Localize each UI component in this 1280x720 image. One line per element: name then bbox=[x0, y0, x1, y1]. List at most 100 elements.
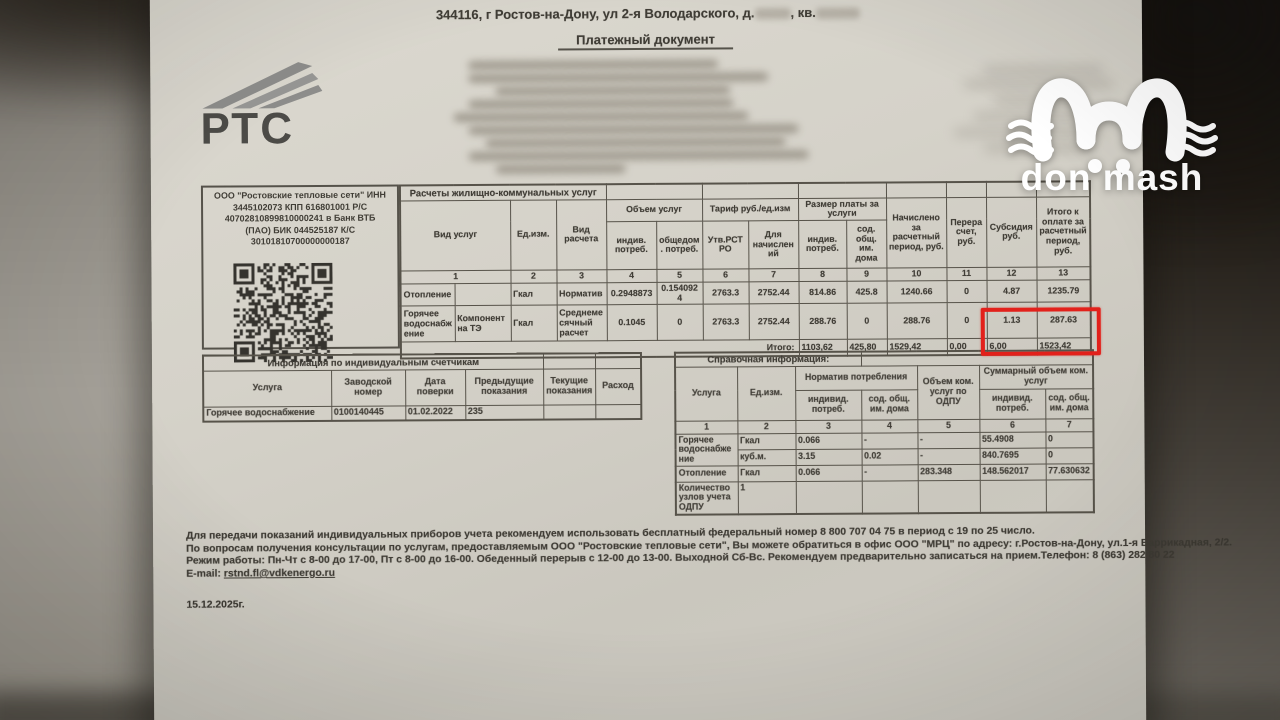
redacted-line bbox=[495, 85, 731, 96]
company-requisites: ООО "Ростовские тепловые сети" ИНН 34451… bbox=[203, 186, 397, 248]
company-requisites-line: 40702810899810000241 в Банк ВТБ bbox=[224, 212, 376, 224]
cell bbox=[797, 182, 887, 199]
column-number: 12 bbox=[986, 266, 1037, 281]
email-address: rstnd.fl@vdkenergo.ru bbox=[223, 567, 336, 580]
cell bbox=[795, 480, 862, 514]
cell: 0 bbox=[1045, 447, 1094, 464]
column-number: 1 bbox=[400, 270, 511, 284]
service-name-cell: Отопление bbox=[675, 465, 738, 482]
column-group-header: Норматив потребления bbox=[795, 365, 918, 391]
table-row: Количество узлов учета ОДПУ 1 bbox=[675, 479, 1094, 515]
redacted-line bbox=[468, 124, 799, 136]
redacted-line bbox=[468, 98, 734, 110]
column-number: 2 bbox=[737, 420, 796, 434]
cell: 4.87 bbox=[986, 279, 1037, 303]
rts-logo-stripe-icon bbox=[232, 72, 319, 109]
watermark-text: don mash bbox=[1021, 157, 1204, 194]
reference-table: Справочная информация: Услуга Ед.изм. Но… bbox=[673, 349, 1095, 516]
cell bbox=[701, 183, 799, 199]
column-number: 5 bbox=[917, 418, 980, 433]
table-row: Услуга Заводской номер Дата поверки Пред… bbox=[203, 367, 642, 407]
column-header: общедом. потреб. bbox=[656, 220, 703, 270]
cell: 1240.66 bbox=[886, 280, 947, 304]
redacted-apartment-number bbox=[815, 7, 860, 19]
column-number: 10 bbox=[886, 267, 947, 281]
cell bbox=[543, 353, 596, 369]
cell: 0100140445 bbox=[331, 405, 406, 421]
cell: 3.15 bbox=[795, 448, 862, 466]
cell: - bbox=[861, 464, 918, 481]
cell bbox=[454, 283, 511, 306]
cell: 2752.44 bbox=[748, 281, 799, 305]
cell bbox=[543, 404, 596, 420]
cell bbox=[1045, 479, 1094, 513]
column-number: 13 bbox=[1036, 266, 1091, 280]
cell: 0 bbox=[1045, 431, 1094, 448]
column-header: Объем ком. услуг по ОДПУ bbox=[917, 364, 980, 420]
cell: 2752.44 bbox=[748, 303, 799, 341]
cell bbox=[595, 403, 642, 420]
qr-code bbox=[233, 262, 334, 363]
column-group-header: Объем услуг bbox=[606, 198, 703, 222]
cell bbox=[861, 480, 918, 514]
rts-logo-text: РТС bbox=[200, 104, 294, 147]
column-header: сод. общ. им. дома bbox=[1045, 388, 1094, 419]
column-group-header: Суммарный объем ком. услуг bbox=[979, 364, 1094, 389]
cell: - bbox=[917, 431, 980, 449]
cell: 2763.3 bbox=[702, 281, 749, 305]
column-header: Для начислений bbox=[748, 220, 799, 269]
cell: Гкал bbox=[510, 305, 557, 342]
column-header: Предыдущие показания bbox=[465, 368, 544, 406]
column-header: Субсидия руб. bbox=[986, 196, 1037, 268]
service-name-cell: Горячее водоснабжение bbox=[203, 405, 332, 422]
service-name-cell: Горячее водоснабжение bbox=[675, 433, 738, 466]
column-number: 5 bbox=[656, 268, 703, 283]
charges-table-title: Расчеты жилищно-коммунальных услуг bbox=[399, 184, 607, 201]
document-title: Платежный документ bbox=[557, 31, 734, 51]
cell bbox=[605, 183, 703, 200]
cell: 01.02.2022 bbox=[405, 405, 466, 421]
rts-logo-stripe-icon bbox=[258, 84, 323, 109]
column-group-header: Тариф руб./ед.изм bbox=[702, 198, 799, 221]
column-header: Услуга bbox=[675, 366, 738, 421]
column-header: сод. общ. им. дома bbox=[861, 389, 918, 420]
column-header: Утв.РСТ РО bbox=[702, 220, 749, 269]
redacted-line bbox=[468, 59, 719, 71]
cell: 288.76 bbox=[798, 303, 847, 340]
column-header: Ед.изм. bbox=[737, 366, 796, 421]
column-number: 3 bbox=[556, 269, 607, 283]
redacted-payer-block bbox=[453, 59, 814, 181]
cell: 148.562017 bbox=[979, 463, 1046, 480]
email-line: E-mail: rstnd.fl@vdkenergo.ru bbox=[186, 568, 335, 580]
document-date: 15.12.2025г. bbox=[186, 599, 245, 611]
company-requisites-line: ООО "Ростовские тепловые сети" ИНН bbox=[214, 189, 386, 201]
total-highlight-box bbox=[980, 307, 1101, 356]
cell: 0 bbox=[656, 304, 703, 341]
column-header: Текущие показания bbox=[543, 368, 596, 405]
column-header: Перерасчет, руб. bbox=[946, 196, 987, 268]
cell: 2763.3 bbox=[702, 304, 749, 341]
email-label: E-mail: bbox=[186, 568, 224, 580]
redacted-line bbox=[468, 72, 769, 84]
cell: 55.4908 bbox=[979, 431, 1046, 448]
column-header: индивид. потреб. bbox=[979, 388, 1046, 419]
cell: Норматив bbox=[556, 282, 607, 306]
cell: 814.86 bbox=[798, 281, 847, 304]
cell: Гкал bbox=[737, 433, 796, 450]
cell: 425.8 bbox=[846, 280, 887, 304]
column-header: индивид. потреб. bbox=[795, 389, 862, 421]
cell: 0.1045 bbox=[606, 304, 657, 341]
cell: Компонент на ТЭ bbox=[454, 305, 511, 342]
cell bbox=[979, 479, 1046, 513]
cell: 1235.79 bbox=[1036, 279, 1091, 303]
odpu-count-label: Количество узлов учета ОДПУ bbox=[675, 481, 738, 515]
redacted-line bbox=[468, 149, 809, 162]
column-header: индив. потреб. bbox=[606, 221, 657, 270]
rts-logo: РТС bbox=[200, 62, 323, 147]
odpu-count-value: 1 bbox=[737, 481, 796, 514]
meters-table: Информация по индивидуальным счетчикам У… bbox=[201, 351, 643, 423]
column-header: Вид услуг bbox=[400, 199, 511, 271]
cell: 840.7695 bbox=[979, 447, 1046, 464]
column-number: 3 bbox=[795, 419, 862, 434]
